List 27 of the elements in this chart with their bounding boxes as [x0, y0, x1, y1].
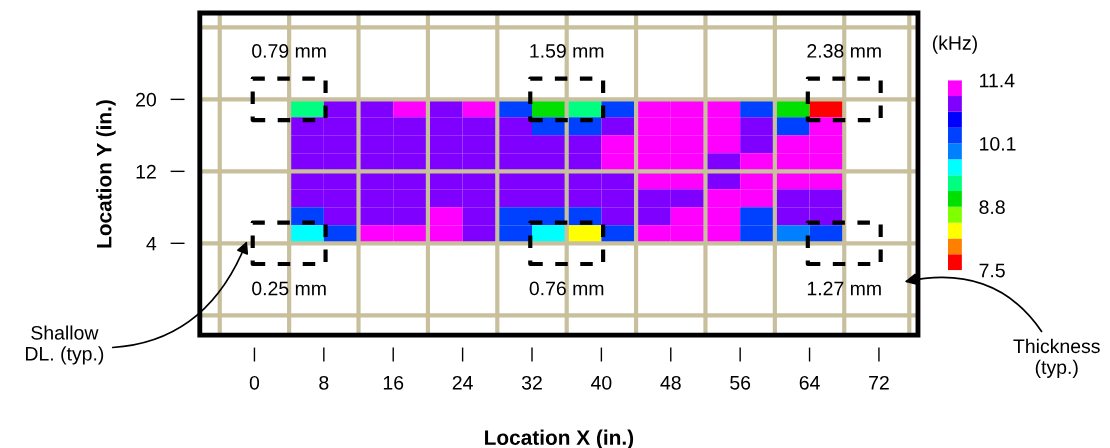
- annotation: 1.27 mm: [807, 281, 881, 296]
- color-bar-label: 10.1: [980, 136, 1016, 151]
- y-tick-label: 4: [146, 237, 157, 251]
- color-bar-label: 11.4: [980, 73, 1015, 88]
- x-tick-label: 32: [521, 375, 542, 390]
- x-tick-label: 64: [799, 375, 820, 390]
- annotation: Shallow DL. (typ.): [26, 325, 104, 365]
- x-tick-label: 24: [452, 375, 473, 390]
- y-tick-label: 20: [136, 92, 156, 107]
- annotation: 0.76 mm: [529, 281, 604, 296]
- x-tick-label: 56: [730, 375, 751, 390]
- annotation: Thickness (typ.): [1013, 338, 1100, 378]
- x-tick-label: 40: [591, 375, 612, 390]
- annotation: 0.25 mm: [252, 281, 326, 296]
- annotation: 0.79 mm: [252, 44, 326, 58]
- x-tick-label: 48: [660, 375, 681, 390]
- x-tick-label: 8: [319, 375, 329, 390]
- annotation: 2.38 mm: [807, 44, 881, 58]
- x-tick-label: 16: [383, 375, 404, 390]
- color-bar-title: (kHz): [932, 35, 977, 54]
- annotation: 1.59 mm: [530, 44, 604, 58]
- x-tick-label: 0: [249, 375, 260, 390]
- y-axis-title: Location Y (in.): [96, 100, 116, 248]
- color-bar-label: 8.8: [979, 200, 1005, 215]
- y-tick-label: 12: [136, 164, 156, 179]
- color-bar-label: 7.5: [979, 263, 1005, 278]
- x-tick-label: 72: [869, 375, 889, 390]
